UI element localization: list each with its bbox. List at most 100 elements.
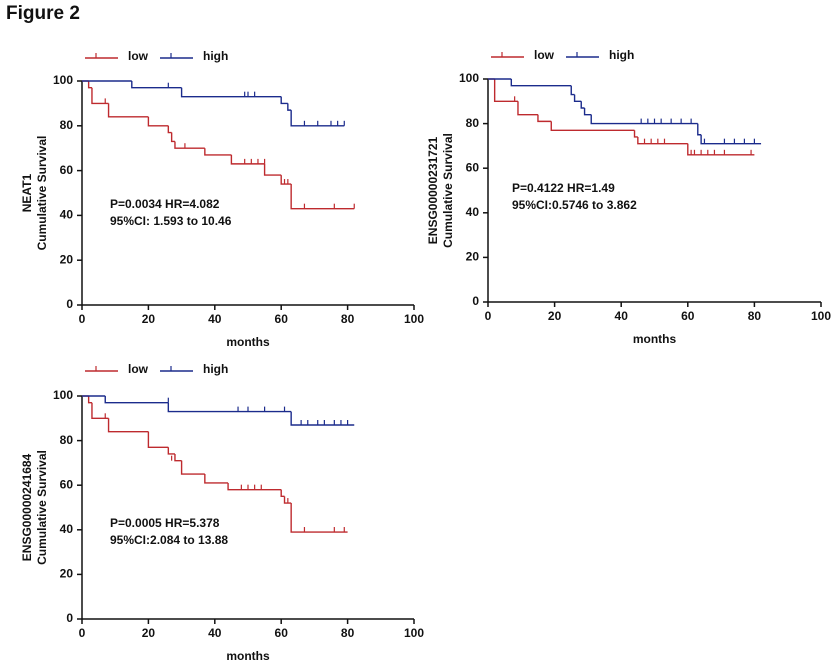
survival-step xyxy=(131,81,182,89)
y-tick-label: 100 xyxy=(459,71,479,85)
y-tick-label: 40 xyxy=(60,208,74,222)
survival-step xyxy=(573,94,582,103)
survival-step xyxy=(91,87,109,105)
legend-label: high xyxy=(203,49,228,63)
x-tick-label: 40 xyxy=(208,312,222,326)
survival-step xyxy=(687,143,755,156)
annotation: 95%CI:2.084 to 13.88 xyxy=(110,533,228,547)
survival-step xyxy=(147,431,169,448)
survival-step xyxy=(204,474,229,484)
survival-step xyxy=(517,101,538,116)
annotation: P=0.4122 HR=1.49 xyxy=(512,181,615,195)
x-tick-label: 80 xyxy=(341,312,355,326)
survival-step xyxy=(290,110,345,127)
y-axis-label: Cumulative Survival xyxy=(35,136,49,251)
x-tick-label: 0 xyxy=(79,626,86,640)
annotation: 95%CI: 1.593 to 10.46 xyxy=(110,214,232,228)
survival-step xyxy=(87,396,92,404)
survival-step xyxy=(180,87,282,98)
x-tick-label: 40 xyxy=(615,309,629,323)
y-tick-label: 40 xyxy=(60,522,74,536)
survival-step xyxy=(227,482,282,491)
survival-step xyxy=(590,114,698,125)
y-tick-label: 80 xyxy=(60,118,74,132)
x-tick-label: 0 xyxy=(485,309,492,323)
y-tick-label: 60 xyxy=(466,160,480,174)
survival-step xyxy=(637,136,688,145)
survival-step xyxy=(537,114,552,123)
survival-step xyxy=(290,184,355,210)
survival-step xyxy=(550,121,635,131)
survival-step xyxy=(230,154,265,165)
survival-step xyxy=(290,503,348,533)
y-tick-label: 20 xyxy=(60,567,74,581)
legend-label: low xyxy=(534,48,555,62)
survival-step xyxy=(493,79,518,103)
x-tick-label: 100 xyxy=(404,626,424,640)
survival-step xyxy=(91,402,109,419)
survival-step xyxy=(107,103,149,118)
survival-step xyxy=(180,460,205,475)
x-tick-label: 0 xyxy=(79,312,86,326)
survival-step xyxy=(633,130,638,138)
survival-step xyxy=(700,134,762,145)
survival-step xyxy=(283,496,292,504)
annotation: 95%CI:0.5746 to 3.862 xyxy=(512,198,637,212)
y-tick-label: 20 xyxy=(60,252,74,266)
survival-step xyxy=(87,81,92,89)
legend-label: high xyxy=(609,48,634,62)
y-tick-label: 0 xyxy=(66,297,73,311)
survival-step xyxy=(580,101,585,109)
y-tick-label: 80 xyxy=(60,433,74,447)
survival-step xyxy=(287,103,292,111)
survival-step xyxy=(107,418,149,433)
survival-step xyxy=(280,489,285,498)
x-tick-label: 80 xyxy=(748,309,762,323)
x-axis-label: months xyxy=(226,649,270,663)
survival-step xyxy=(510,79,572,87)
legend-label: low xyxy=(128,362,149,376)
survival-step xyxy=(167,447,175,455)
survival-step xyxy=(167,125,172,134)
x-tick-label: 40 xyxy=(208,626,222,640)
x-tick-label: 20 xyxy=(548,309,562,323)
survival-step xyxy=(290,411,355,426)
y-tick-label: 20 xyxy=(466,250,480,264)
legend-label: high xyxy=(203,362,228,376)
survival-step xyxy=(204,148,232,156)
survival-step xyxy=(280,96,288,105)
y-tick-label: 60 xyxy=(60,477,74,491)
survival-step xyxy=(170,132,175,143)
survival-step xyxy=(280,175,292,185)
y-tick-label: 100 xyxy=(53,388,73,402)
x-tick-label: 60 xyxy=(681,309,695,323)
annotation: P=0.0005 HR=5.378 xyxy=(110,516,220,530)
survival-step xyxy=(697,123,702,136)
annotation: P=0.0034 HR=4.082 xyxy=(110,197,220,211)
survival-step xyxy=(167,402,292,413)
survival-step xyxy=(174,453,182,462)
survival-step xyxy=(147,116,169,127)
y-tick-label: 0 xyxy=(66,611,73,625)
y-tick-label: 80 xyxy=(466,116,480,130)
y-axis-gene: ENSG00000231721 xyxy=(426,136,440,244)
x-tick-label: 80 xyxy=(341,626,355,640)
survival-step xyxy=(263,163,282,176)
y-tick-label: 0 xyxy=(472,294,479,308)
figure-title: Figure 2 xyxy=(6,3,80,24)
y-axis-gene: ENSG00000241684 xyxy=(20,453,34,561)
y-axis-label: Cumulative Survival xyxy=(441,133,455,248)
y-axis-label: Cumulative Survival xyxy=(35,450,49,565)
x-tick-label: 100 xyxy=(404,312,424,326)
x-axis-label: months xyxy=(226,335,270,349)
legend-label: low xyxy=(128,49,149,63)
survival-step xyxy=(174,141,205,149)
x-tick-label: 20 xyxy=(142,626,156,640)
y-tick-label: 60 xyxy=(60,163,74,177)
survival-step xyxy=(104,396,169,404)
x-tick-label: 20 xyxy=(142,312,156,326)
x-tick-label: 60 xyxy=(275,312,289,326)
y-axis-gene: NEAT1 xyxy=(20,173,34,212)
survival-step xyxy=(583,107,592,116)
